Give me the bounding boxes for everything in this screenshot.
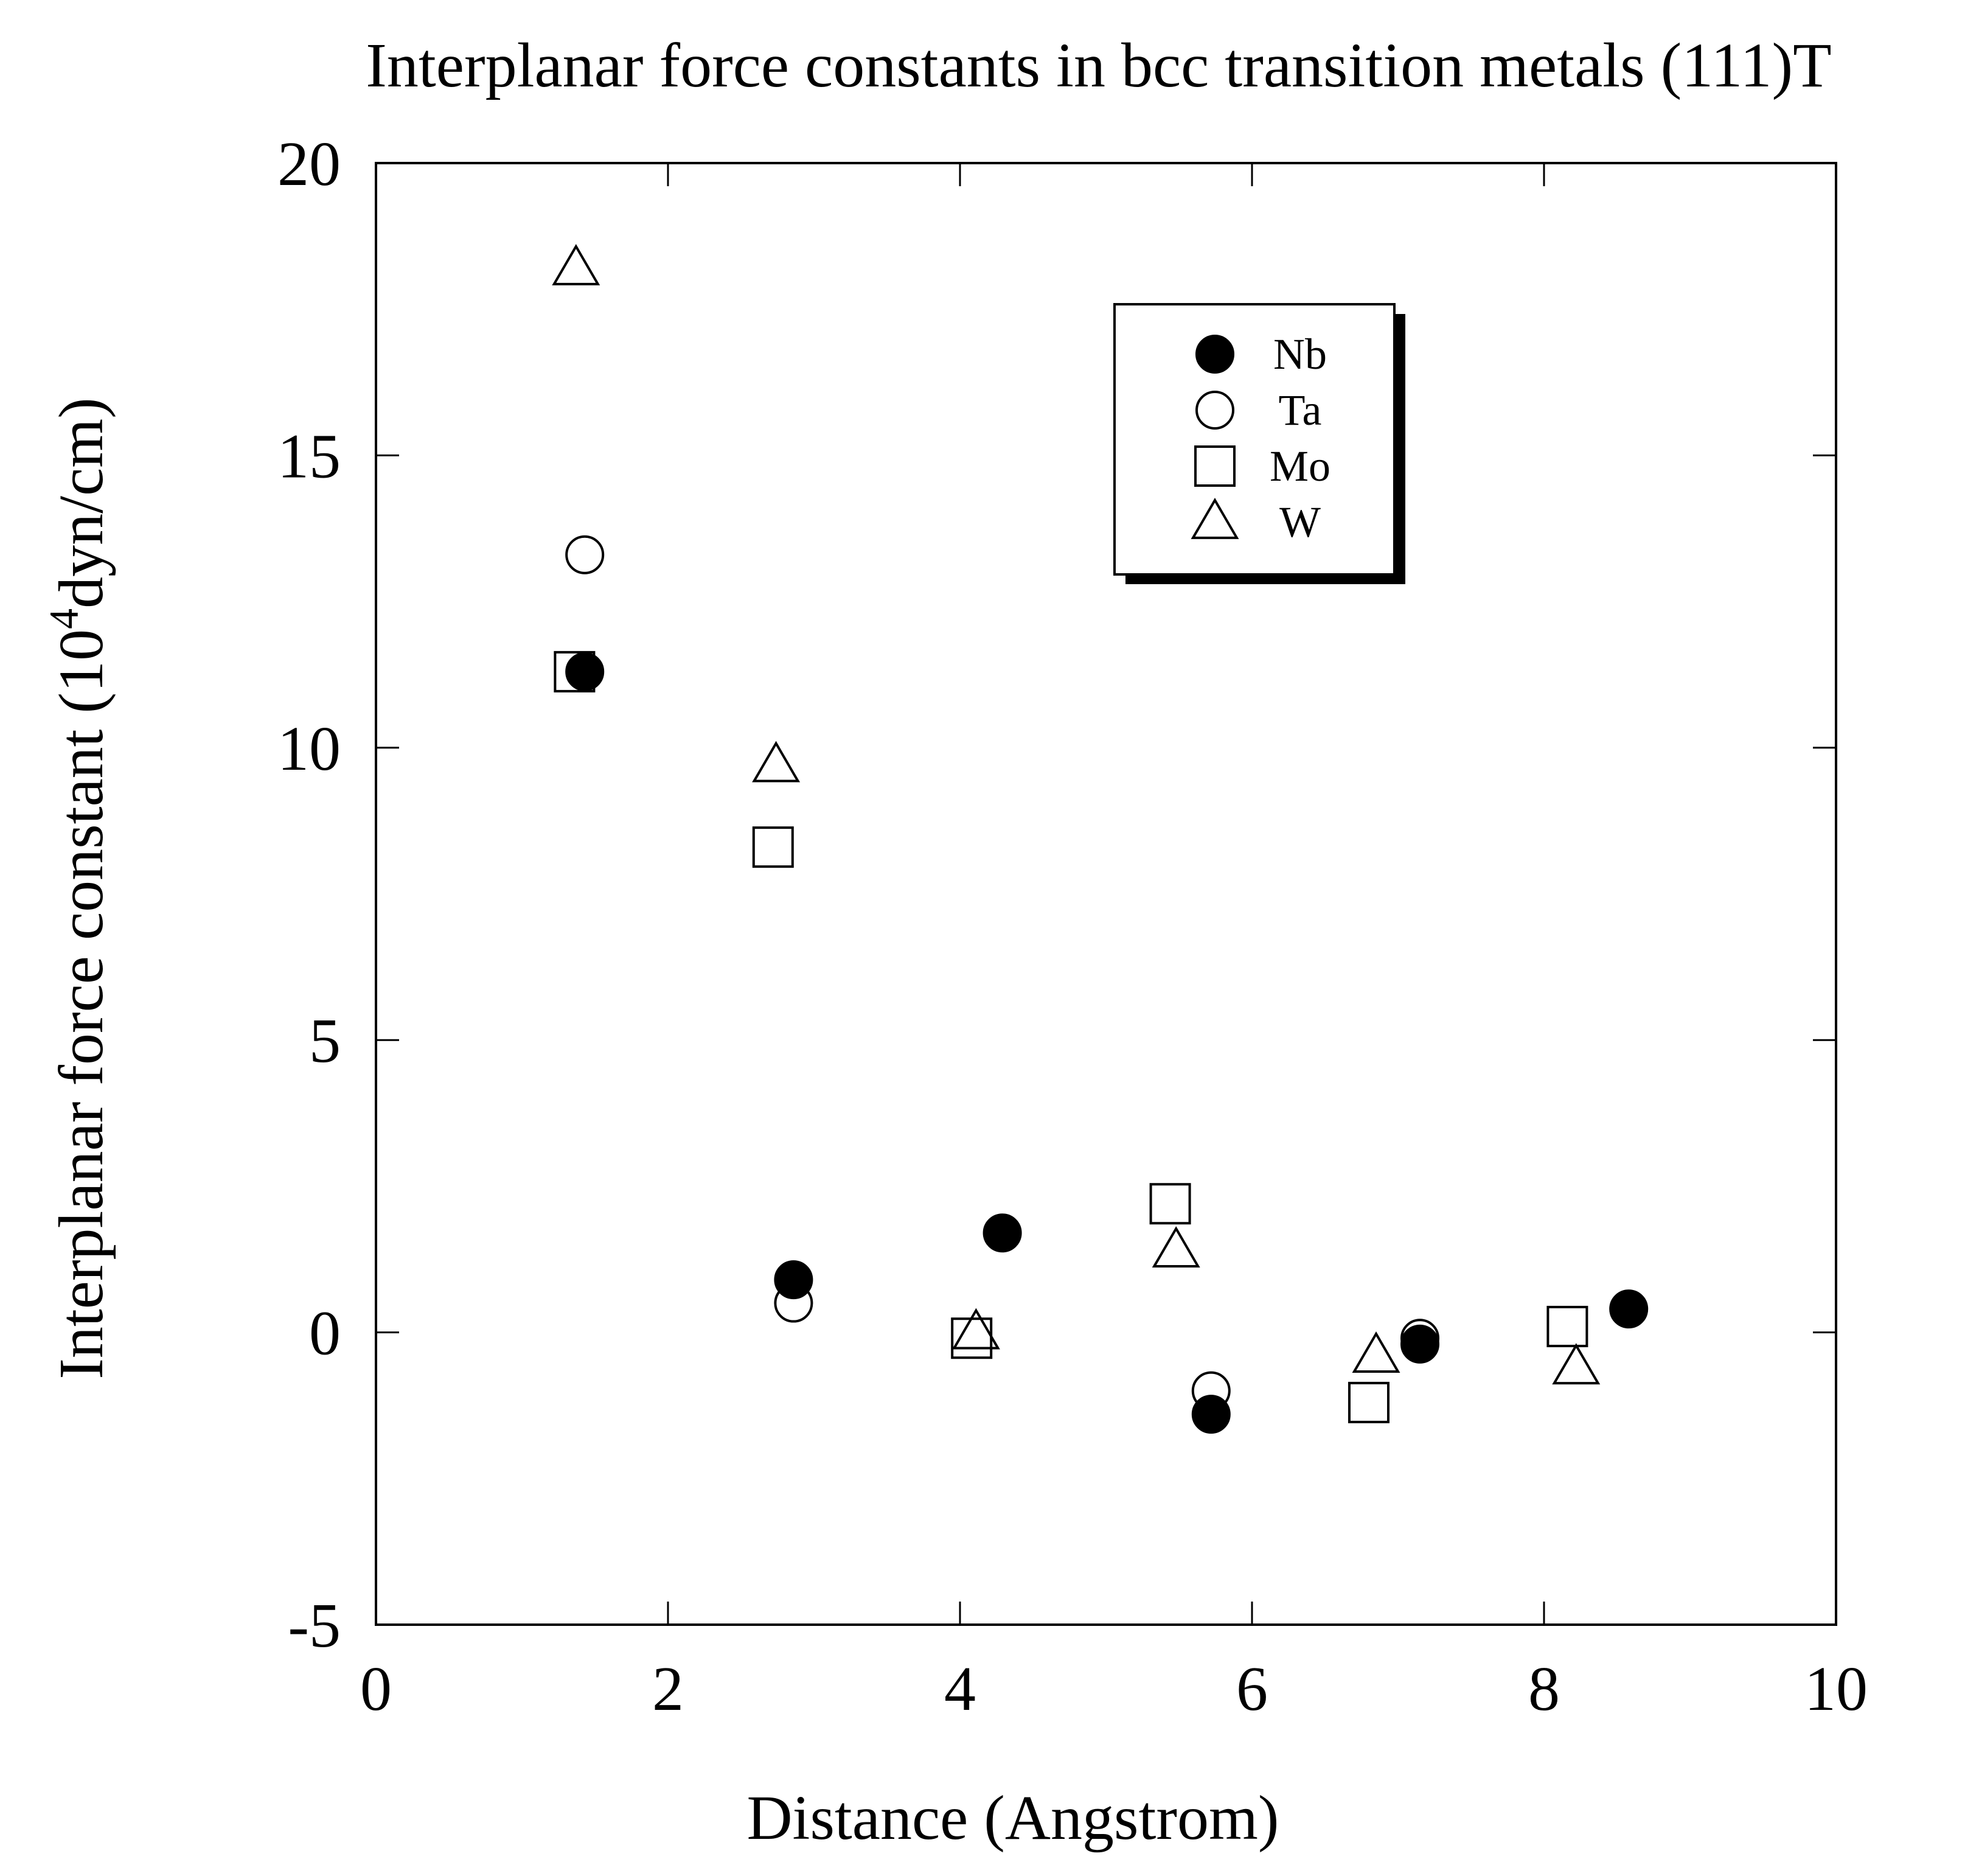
legend-label-mo: Mo — [1270, 442, 1330, 490]
data-point-nb — [565, 652, 605, 691]
y-tick-label: 5 — [309, 1006, 341, 1076]
y-tick-label: -5 — [288, 1591, 341, 1661]
y-axis-ticks — [376, 454, 1836, 1334]
legend-label-w: W — [1279, 498, 1321, 546]
data-points — [552, 243, 1649, 1434]
data-point-mo — [1348, 1381, 1389, 1423]
data-point-ta — [565, 535, 605, 574]
y-tick-label: 20 — [277, 129, 341, 199]
y-axis-label-tail: dyn/cm) — [46, 397, 116, 608]
y-axis-label-superscript: 4 — [41, 608, 87, 629]
data-point-w — [1552, 1343, 1601, 1385]
data-point-nb — [983, 1213, 1022, 1253]
data-point-w — [752, 741, 801, 783]
data-point-w — [951, 1308, 1000, 1350]
data-point-w — [1352, 1331, 1400, 1373]
x-axis-ticks — [667, 163, 1545, 1625]
legend: Nb Ta Mo W — [1113, 303, 1405, 584]
legend-box — [1113, 303, 1396, 576]
y-tick-label: 15 — [277, 421, 341, 491]
series-nb — [565, 652, 1649, 1434]
y-axis-label-main: Interplanar force constant (10 — [46, 629, 116, 1379]
data-point-nb — [1609, 1289, 1649, 1329]
legend-label-ta: Ta — [1279, 386, 1322, 434]
legend-marker-w — [1191, 498, 1239, 539]
x-tick-label: 8 — [1528, 1654, 1560, 1724]
y-axis-tick-labels: -5 0 5 10 15 20 — [277, 129, 341, 1661]
data-point-nb — [774, 1260, 813, 1300]
x-tick-label: 0 — [360, 1654, 392, 1724]
x-axis-tick-labels: 0 2 4 6 8 10 — [360, 1654, 1868, 1724]
series-mo — [554, 650, 1588, 1423]
x-tick-label: 6 — [1236, 1654, 1268, 1724]
data-point-mo — [951, 1317, 993, 1359]
legend-marker-ta — [1195, 391, 1234, 430]
legend-items: Nb Ta Mo W — [1191, 330, 1330, 546]
y-tick-label: 10 — [277, 714, 341, 784]
series-w — [552, 243, 1601, 1385]
legend-label-nb: Nb — [1273, 330, 1327, 378]
x-tick-label: 2 — [652, 1654, 684, 1724]
data-point-mo — [752, 826, 794, 868]
data-point-w — [1152, 1226, 1200, 1268]
x-axis-label: Distance (Angstrom) — [746, 1783, 1279, 1853]
chart-title: Interplanar force constants in bcc trans… — [366, 30, 1831, 100]
data-point-nb — [1400, 1324, 1439, 1364]
y-tick-label: 0 — [309, 1299, 341, 1369]
x-tick-label: 4 — [944, 1654, 976, 1724]
data-point-mo — [1546, 1305, 1588, 1347]
plot-frame — [375, 162, 1837, 1626]
data-point-w — [552, 243, 600, 285]
legend-marker-mo — [1194, 445, 1236, 487]
legend-marker-nb — [1195, 335, 1234, 374]
data-point-nb — [1191, 1395, 1231, 1434]
data-point-mo — [1149, 1183, 1191, 1225]
x-tick-label: 10 — [1804, 1654, 1868, 1724]
y-axis-label: Interplanar force constant (104dyn/cm) — [41, 397, 116, 1379]
